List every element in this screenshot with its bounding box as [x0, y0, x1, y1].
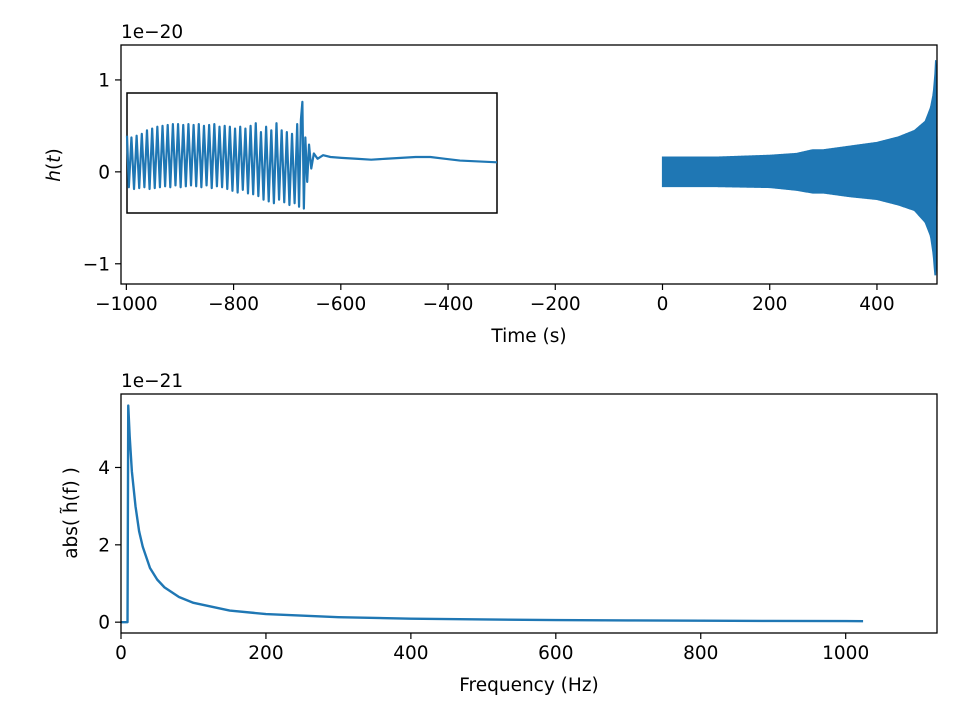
inset-signal	[125, 100, 498, 210]
time-domain-x-tick-label: −600	[315, 294, 366, 315]
frequency-domain-x-tick-label: 400	[393, 643, 428, 664]
frequency-domain-offset-text: 1e−21	[121, 371, 183, 392]
time-domain-x-tick-label: −800	[208, 294, 259, 315]
frequency-domain-x-tick-label: 200	[248, 643, 283, 664]
inset-series	[125, 100, 498, 210]
frequency-domain-y-label: abs( h̃(f) )	[61, 467, 82, 559]
frequency-domain-x-tick-label: 800	[683, 643, 718, 664]
frequency-domain-y-tick-label: 2	[98, 535, 110, 556]
frequency-domain-x-ticks: 0 200 400 600 800 1000	[115, 633, 869, 664]
time-domain-y-label: h(t)	[44, 148, 65, 181]
time-domain-x-tick-label: 400	[859, 294, 894, 315]
time-domain-x-label: Time (s)	[490, 326, 566, 347]
time-domain-y-tick-label: −1	[83, 254, 110, 275]
time-domain-x-tick-label: 200	[752, 294, 787, 315]
frequency-domain-x-tick-label: 0	[115, 643, 127, 664]
time-domain-axes: −1000 −800 −600 −400 −200 0 200 400 −101 1e−20 …	[44, 22, 938, 347]
time-domain-y-ticks: −1 0 1	[83, 70, 121, 275]
frequency-domain-y-tick-label: 0	[98, 613, 110, 634]
time-domain-frame	[120, 44, 938, 285]
time-domain-x-tick-label: −400	[423, 294, 474, 315]
frequency-domain-y-tick-label: 4	[98, 458, 110, 479]
time-domain-x-tick-label: −200	[530, 294, 581, 315]
time-domain-y-tick-label: 1	[98, 70, 110, 91]
time-domain-x-tick-label: 0	[657, 294, 669, 315]
frequency-domain-x-label: Frequency (Hz)	[459, 675, 599, 696]
time-domain-x-ticks: −1000 −800 −600 −400 −200 0 200 400	[95, 284, 895, 315]
frequency-domain-x-tick-label: 600	[538, 643, 573, 664]
time-domain-offset-text: 1e−20	[121, 22, 183, 43]
frequency-domain-series	[121, 404, 864, 624]
frequency-domain-y-ticks: 0 2 4	[98, 458, 121, 634]
inset-axes	[125, 92, 498, 214]
time-domain-y-label-arg: t	[44, 155, 65, 163]
frequency-domain-curve	[121, 404, 864, 624]
time-domain-x-tick-label: −1000	[95, 294, 158, 315]
time-domain-y-tick-label: 0	[98, 162, 110, 183]
frequency-domain-x-tick-label: 1000	[822, 643, 869, 664]
frequency-domain-axes: 0 200 400 600 800 1000 0 2 4 1e−21 Frequency (H…	[61, 371, 938, 696]
frequency-domain-frame	[120, 393, 938, 634]
time-domain-y-label-symbol: h	[44, 170, 65, 182]
